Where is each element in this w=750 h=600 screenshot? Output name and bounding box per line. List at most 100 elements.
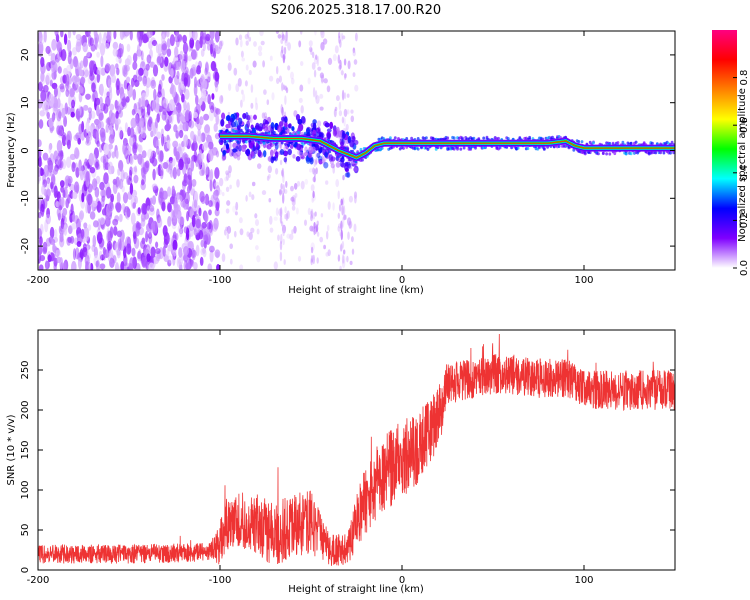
spectrogram-cell — [287, 123, 292, 129]
spectrogram-cell — [85, 135, 90, 142]
spectrogram-cell — [89, 60, 95, 72]
spectrogram-cell — [193, 249, 197, 258]
spectrogram-cell — [325, 230, 329, 240]
spectrogram-cell — [309, 156, 314, 165]
spectrogram-cell — [207, 71, 211, 82]
spectrogram-cell — [282, 150, 289, 157]
spectrogram-cell — [69, 88, 75, 98]
spectrogram-y-tick-label: 10 — [20, 96, 31, 109]
spectrogram-cell — [42, 241, 48, 254]
spectrogram-cell — [132, 202, 136, 209]
spectrogram-cell — [112, 255, 117, 264]
spectrogram-cell — [256, 228, 260, 235]
spectrogram-cell — [410, 136, 413, 140]
spectrogram-cell — [572, 148, 576, 152]
spectrogram-cell — [129, 183, 134, 195]
spectrogram-cell — [340, 229, 343, 241]
spectrogram-cell — [91, 200, 98, 208]
spectrogram-cell — [139, 61, 146, 72]
spectrogram-cell — [202, 247, 206, 254]
snr-series-line — [38, 333, 675, 566]
spectrogram-cell — [204, 61, 209, 73]
spectrogram-cell — [310, 214, 313, 222]
spectrogram-cell — [452, 136, 456, 140]
spectrogram-cell — [82, 246, 88, 258]
spectrogram-cell — [281, 45, 284, 54]
spectrogram-cell — [42, 152, 49, 161]
spectrogram-cell — [613, 151, 617, 156]
spectrogram-cell — [340, 220, 343, 231]
spectrogram-cell — [220, 94, 224, 103]
spectrogram-cell — [280, 233, 283, 245]
spectrogram-cell — [56, 86, 61, 99]
spectrogram-cell — [268, 197, 272, 203]
spectrogram-cell — [39, 37, 45, 45]
spectrogram-cell — [225, 123, 231, 129]
spectrogram-cell — [343, 214, 347, 221]
spectrogram-y-label: Frequency (Hz) — [6, 112, 17, 188]
spectrogram-cell — [99, 254, 106, 261]
spectrogram-cell — [131, 108, 136, 116]
spectrogram-cell — [139, 120, 144, 132]
spectrogram-cell — [246, 114, 251, 121]
spectrogram-cell — [167, 216, 172, 227]
spectrogram-cell — [250, 227, 255, 234]
spectrogram-ridge-band — [220, 135, 675, 159]
spectrogram-cell — [128, 262, 133, 270]
spectrogram-cell — [109, 89, 113, 101]
spectrogram-cell — [45, 213, 51, 225]
spectrogram-cell — [149, 205, 155, 212]
spectrogram-cell — [611, 141, 615, 145]
spectrogram-cell — [166, 48, 172, 57]
spectrogram-cell — [141, 237, 146, 245]
spectrogram-cell — [96, 163, 101, 170]
spectrogram-cell — [226, 232, 230, 240]
spectrogram-cell — [462, 146, 466, 150]
spectrogram-cell — [225, 208, 230, 214]
spectrogram-cell — [205, 62, 209, 75]
spectrogram-cell — [310, 210, 313, 216]
spectrogram-cell — [402, 146, 405, 150]
spectrogram-cell — [310, 208, 314, 219]
spectrogram-cell — [110, 112, 116, 125]
spectrogram-cell — [349, 260, 353, 266]
spectrogram-cell — [116, 192, 121, 204]
spectrogram-cell — [142, 33, 149, 44]
spectrogram-cell — [45, 72, 52, 83]
spectrogram-cell — [314, 90, 318, 100]
spectrogram-cell — [275, 66, 279, 75]
spectrogram-cell — [342, 255, 346, 264]
spectrogram-cell — [161, 74, 165, 81]
spectrogram-cell — [235, 201, 239, 211]
spectrogram-cell — [99, 263, 106, 270]
spectrogram-cell — [269, 215, 273, 225]
spectrogram-cell — [75, 34, 82, 41]
spectrogram-cell — [149, 61, 156, 69]
spectrogram-cell — [338, 35, 341, 44]
spectrogram-cell — [608, 152, 612, 156]
spectrogram-cell — [101, 36, 107, 45]
spectrogram-cell — [168, 76, 173, 84]
spectrogram-cell — [281, 116, 285, 122]
spectrogram-cell — [205, 166, 210, 178]
spectrogram-cell — [82, 236, 86, 244]
spectrogram-cell — [248, 231, 253, 241]
spectrogram-cell — [100, 189, 107, 198]
spectrogram-cell — [72, 31, 76, 36]
snr-axes: -200 -100 0 100 0 50 100 150 200 250 — [20, 330, 675, 586]
spectrogram-cell — [193, 83, 198, 97]
spectrogram-cell — [346, 217, 352, 226]
snr-y-label: SNR (10 * v/v) — [6, 414, 17, 485]
spectrogram-cell — [101, 195, 106, 202]
spectrogram-cell — [140, 213, 146, 222]
spectrogram-cell — [168, 255, 173, 264]
spectrogram-cell — [624, 152, 628, 156]
spectrogram-cell — [184, 51, 188, 64]
spectrogram-cell — [119, 263, 124, 270]
spectrogram-cell — [340, 198, 343, 206]
spectrogram-cell — [182, 41, 189, 55]
spectrogram-cell — [284, 34, 288, 44]
spectrogram-cell — [133, 153, 138, 160]
spectrogram-cell — [137, 75, 143, 82]
spectrogram-cell — [262, 141, 266, 145]
